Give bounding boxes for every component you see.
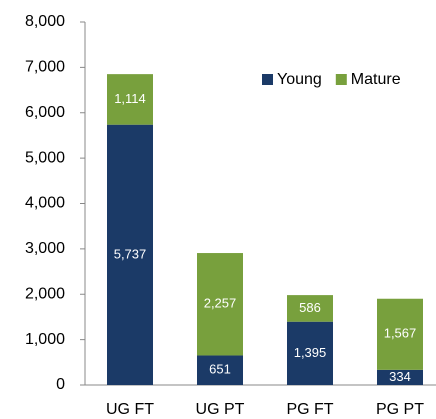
data-label: 1,567: [384, 326, 417, 341]
y-tick-label: 7,000: [25, 59, 65, 76]
data-label: 2,257: [204, 296, 237, 311]
y-tick-label: 2,000: [25, 285, 65, 302]
data-label: 1,395: [294, 345, 327, 360]
y-tick-label: 4,000: [25, 195, 65, 212]
x-tick-label: UG FT: [106, 401, 154, 418]
data-label: 651: [209, 362, 231, 377]
legend-label: Young: [277, 71, 322, 88]
data-label: 1,114: [114, 91, 146, 106]
legend-swatch: [262, 74, 273, 85]
bar-segment: [287, 321, 333, 385]
bar-segment: [197, 355, 243, 385]
bar-segment: [377, 369, 423, 385]
bar-segment: [377, 298, 423, 370]
x-tick-label: PG PT: [376, 401, 424, 418]
legend-swatch: [335, 74, 347, 85]
data-label: 334: [389, 369, 411, 384]
x-tick-label: UG PT: [196, 401, 245, 418]
data-label: 586: [299, 300, 321, 315]
y-tick-label: 8,000: [25, 13, 65, 30]
bar-segment: [197, 253, 243, 356]
bar-segment: [107, 124, 153, 385]
data-label: 5,737: [114, 246, 147, 261]
legend-label: Mature: [351, 71, 401, 88]
bar-segment: [107, 74, 153, 125]
y-tick-label: 1,000: [25, 331, 65, 348]
y-tick-label: 6,000: [25, 104, 65, 121]
y-tick-label: 5,000: [25, 149, 65, 166]
y-tick-label: 0: [56, 376, 65, 393]
y-tick-label: 3,000: [25, 240, 65, 257]
x-tick-label: PG FT: [286, 401, 333, 418]
bar-segment: [287, 295, 333, 322]
